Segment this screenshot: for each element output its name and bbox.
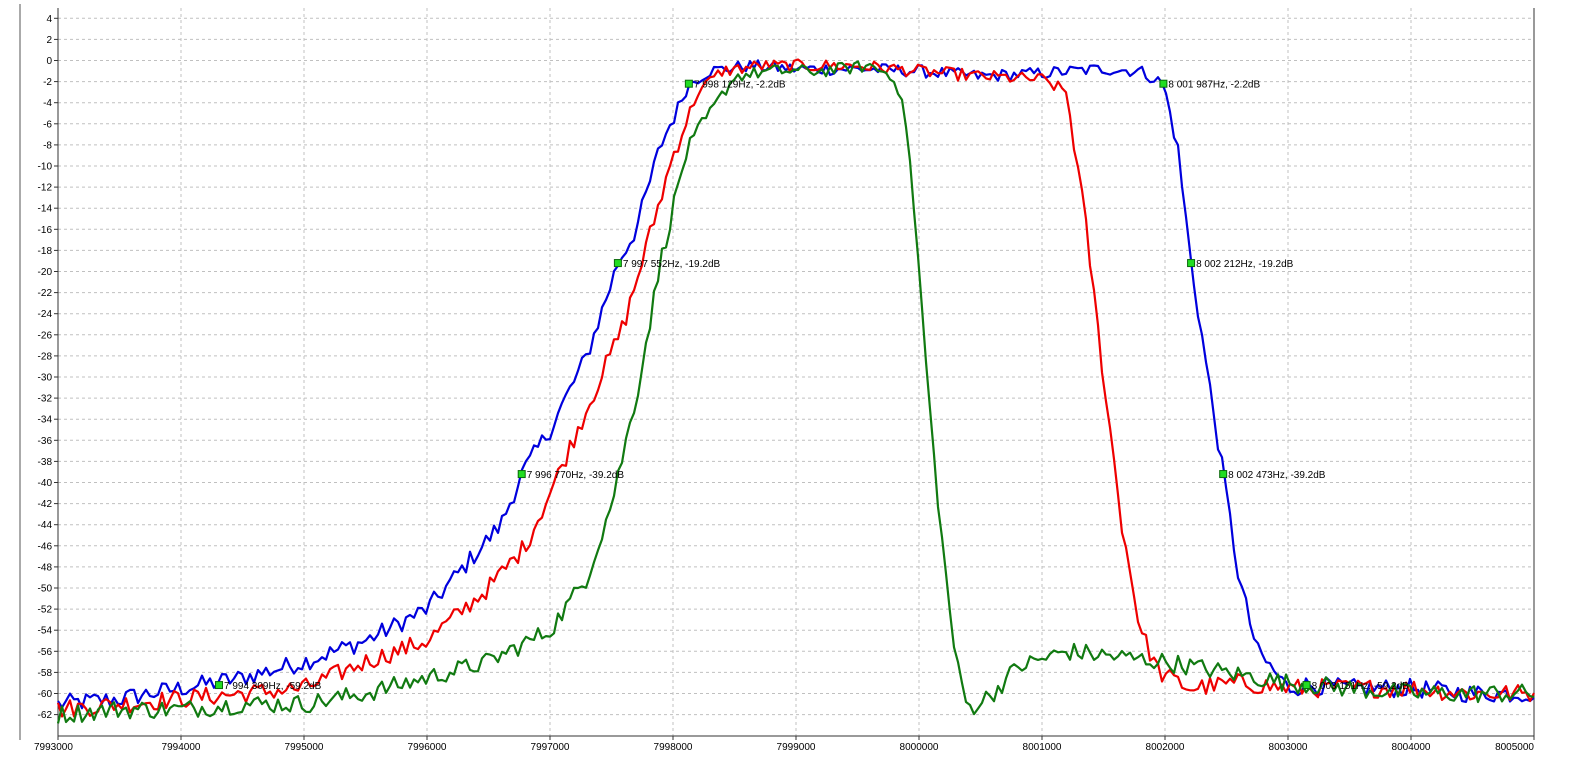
marker-label: 7 994 309Hz, -59.2dB <box>224 681 322 692</box>
marker-label: 7 997 552Hz, -19.2dB <box>623 259 721 270</box>
y-axis-ticks: 4 2 0 -2 -4 -6 -8 -10 -12 -14 -16 -18 -20 -22 -24 -26 -2… <box>38 14 58 721</box>
marker-point <box>517 470 526 479</box>
series-line-blue <box>57 59 1535 710</box>
y-tick-label: -52 <box>38 605 53 616</box>
y-tick-label: -54 <box>38 626 53 637</box>
y-tick-label: -28 <box>38 351 53 362</box>
y-tick-label: -26 <box>38 330 53 341</box>
y-tick-label: -56 <box>38 647 53 658</box>
y-tick-label: -62 <box>38 710 53 721</box>
marker-point <box>613 259 622 268</box>
y-tick-label: -2 <box>43 77 52 88</box>
marker-label: 8 002 212Hz, -19.2dB <box>1196 259 1294 270</box>
x-tick-label: 7999000 <box>777 742 816 753</box>
marker-point <box>215 681 224 690</box>
x-tick-label: 7997000 <box>531 742 570 753</box>
y-tick-label: -32 <box>38 394 53 405</box>
y-tick-label: -38 <box>38 457 53 468</box>
y-tick-label: -10 <box>38 162 53 173</box>
y-tick-label: -40 <box>38 478 53 489</box>
marker-label: 8 001 987Hz, -2.2dB <box>1168 80 1260 91</box>
y-tick-label: -20 <box>38 267 53 278</box>
x-tick-label: 7998000 <box>654 742 693 753</box>
marker-point <box>1302 681 1311 690</box>
marker-label: 7 998 129Hz, -2.2dB <box>694 80 786 91</box>
y-tick-label: -60 <box>38 689 53 700</box>
marker-point <box>1219 470 1228 479</box>
y-tick-label: -50 <box>38 584 53 595</box>
marker-label: 7 996 770Hz, -39.2dB <box>527 470 625 481</box>
marker-point <box>1187 259 1196 268</box>
y-tick-label: -58 <box>38 668 53 679</box>
marker-label: 8 003 151Hz, -59.2dB <box>1312 681 1410 692</box>
y-tick-label: -8 <box>43 140 52 151</box>
x-tick-label: 7996000 <box>408 742 447 753</box>
plot-frame <box>19 4 1535 740</box>
series-line-red <box>56 58 1535 718</box>
grid-lines <box>57 8 1535 736</box>
x-tick-label: 8003000 <box>1269 742 1308 753</box>
measurement-markers: 7 998 129Hz, -2.2dB 8 001 987Hz, -2.2dB 7 … <box>215 79 1410 692</box>
marker-point <box>1159 79 1168 88</box>
series-line-green <box>56 60 1535 724</box>
y-tick-label: -18 <box>38 246 53 257</box>
y-tick-label: -4 <box>43 98 52 109</box>
y-tick-label: 4 <box>46 14 52 25</box>
series-lines <box>56 58 1535 724</box>
x-axis-ticks: 7993000 7994000 7995000 7996000 7997000 79980… <box>34 736 1535 753</box>
y-tick-label: -16 <box>38 225 53 236</box>
x-tick-label: 7995000 <box>285 742 324 753</box>
x-tick-label: 8002000 <box>1146 742 1185 753</box>
y-tick-label: -30 <box>38 373 53 384</box>
y-tick-label: -42 <box>38 499 53 510</box>
y-tick-label: -6 <box>43 119 52 130</box>
y-tick-label: -12 <box>38 183 53 194</box>
y-tick-label: -34 <box>38 415 53 426</box>
x-tick-label: 7994000 <box>162 742 201 753</box>
y-tick-label: 2 <box>46 35 52 46</box>
marker-label: 8 002 473Hz, -39.2dB <box>1228 470 1326 481</box>
x-tick-label: 8004000 <box>1392 742 1431 753</box>
y-tick-label: -36 <box>38 436 53 447</box>
x-tick-label: 7993000 <box>34 742 73 753</box>
y-tick-label: -22 <box>38 288 53 299</box>
y-tick-label: -14 <box>38 204 53 215</box>
x-tick-label: 8005000 <box>1495 742 1534 753</box>
x-tick-label: 8000000 <box>900 742 939 753</box>
marker-point <box>684 79 693 88</box>
y-tick-label: -44 <box>38 520 53 531</box>
y-tick-label: 0 <box>46 56 52 67</box>
y-tick-label: -24 <box>38 309 53 320</box>
y-tick-label: -46 <box>38 541 53 552</box>
x-tick-label: 8001000 <box>1023 742 1062 753</box>
y-tick-label: -48 <box>38 562 53 573</box>
